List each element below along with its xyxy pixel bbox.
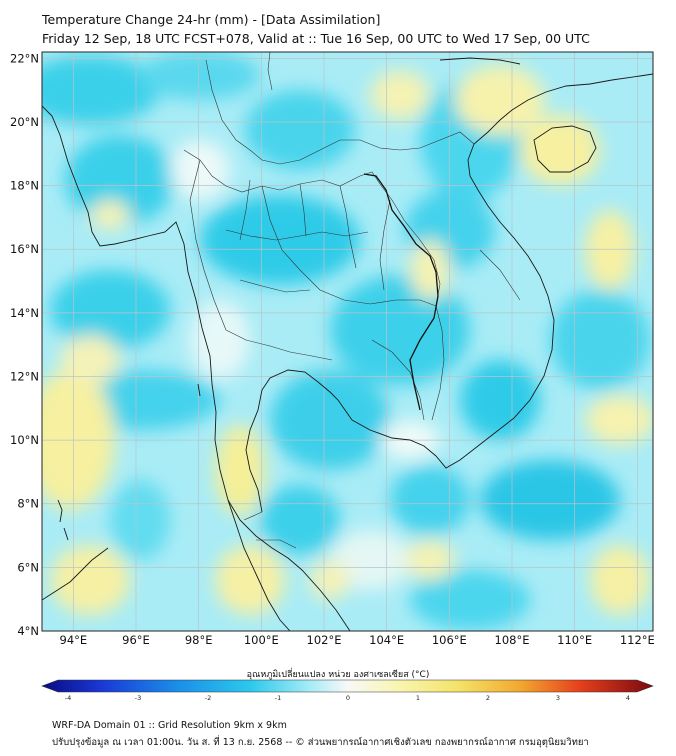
lat-label: 18°N (10, 179, 39, 193)
lon-label: 112°E (620, 633, 655, 647)
colorbar-tick-label: -3 (135, 694, 141, 702)
colorbar-tick-label: -1 (275, 694, 281, 702)
map-subtitle: Friday 12 Sep, 18 UTC FCST+078, Valid at… (42, 31, 590, 46)
lon-label: 102°E (307, 633, 342, 647)
lon-label: 108°E (495, 633, 530, 647)
lon-label: 104°E (369, 633, 404, 647)
map-title: Temperature Change 24-hr (mm) - [Data As… (42, 12, 381, 27)
footer-update-info: ปรับปรุงข้อมูล ณ เวลา 01:00น. วัน ส. ที่… (52, 737, 589, 748)
lon-label: 110°E (557, 633, 592, 647)
lat-label: 12°N (10, 369, 39, 383)
footer-model-info: WRF-DA Domain 01 :: Grid Resolution 9km … (52, 720, 287, 731)
lon-label: 94°E (60, 633, 88, 647)
lat-label: 8°N (17, 497, 39, 511)
coastlines (42, 57, 653, 631)
lon-label: 100°E (244, 633, 279, 647)
lat-label: 10°N (10, 433, 39, 447)
colorbar-tick-label: 2 (486, 694, 490, 702)
longitude-labels: 94°E 96°E 98°E 100°E 102°E 104°E 106°E 108°E 110… (60, 633, 655, 647)
country-borders (183, 52, 521, 549)
colorbar-tick-label: -2 (205, 694, 211, 702)
colorbar-tick-label: 3 (556, 694, 560, 702)
lon-label: 106°E (432, 633, 467, 647)
colorbar-tick-label: 4 (626, 694, 630, 702)
lat-label: 20°N (10, 115, 39, 129)
colorbar-ticks: -4 -3 -2 -1 0 1 2 3 4 (65, 694, 630, 702)
lat-label: 4°N (17, 624, 39, 638)
temperature-field (42, 52, 653, 631)
colorbar-tick-label: -4 (65, 694, 71, 702)
latitude-labels: 22°N 20°N 18°N 16°N 14°N 12°N 10°N 8°N 6°N 4°N (10, 51, 39, 638)
lat-label: 16°N (10, 242, 39, 256)
colorbar-title: อุณหภูมิเปลี่ยนแปลง หน่วย องศาเซลเซียส (… (246, 670, 430, 680)
lat-label: 6°N (17, 560, 39, 574)
lon-label: 96°E (122, 633, 150, 647)
mekong-river (363, 173, 439, 411)
colorbar-tick-label: 1 (416, 694, 420, 702)
map-frame (41, 51, 654, 632)
graticule (42, 52, 653, 631)
lat-label: 22°N (10, 51, 39, 65)
lat-label: 14°N (10, 306, 39, 320)
lon-label: 98°E (185, 633, 213, 647)
colorbar: -4 -3 -2 -1 0 1 2 3 4 (41, 679, 654, 702)
colorbar-tick-label: 0 (346, 694, 350, 702)
